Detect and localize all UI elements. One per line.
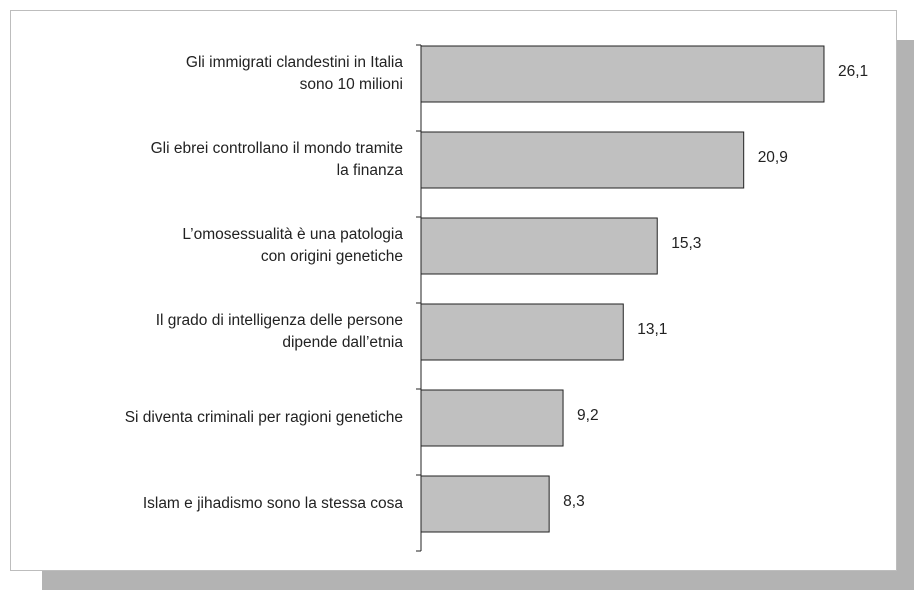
- bar: [420, 303, 624, 361]
- value-label: 13,1: [637, 321, 667, 338]
- bar: [420, 389, 564, 447]
- value-label: 15,3: [671, 235, 701, 252]
- bar: [420, 131, 745, 189]
- category-label: dipende dall’etnia: [282, 334, 403, 351]
- category-label: sono 10 milioni: [300, 76, 403, 93]
- bar: [420, 45, 825, 103]
- value-label: 26,1: [838, 63, 868, 80]
- value-label: 20,9: [758, 149, 788, 166]
- category-label: Gli immigrati clandestini in Italia: [186, 54, 403, 71]
- category-label: Si diventa criminali per ragioni genetic…: [125, 409, 403, 426]
- value-label: 9,2: [577, 407, 599, 424]
- value-label: 8,3: [563, 493, 585, 510]
- category-label: Il grado di intelligenza delle persone: [156, 312, 403, 329]
- category-label: Gli ebrei controllano il mondo tramite: [151, 140, 403, 157]
- bar: [420, 475, 550, 533]
- category-label: con origini genetiche: [261, 248, 403, 265]
- category-label: la finanza: [337, 162, 404, 179]
- category-label: Islam e jihadismo sono la stessa cosa: [143, 495, 404, 512]
- category-label: L’omosessualità è una patologia: [182, 226, 403, 243]
- bar: [420, 217, 658, 275]
